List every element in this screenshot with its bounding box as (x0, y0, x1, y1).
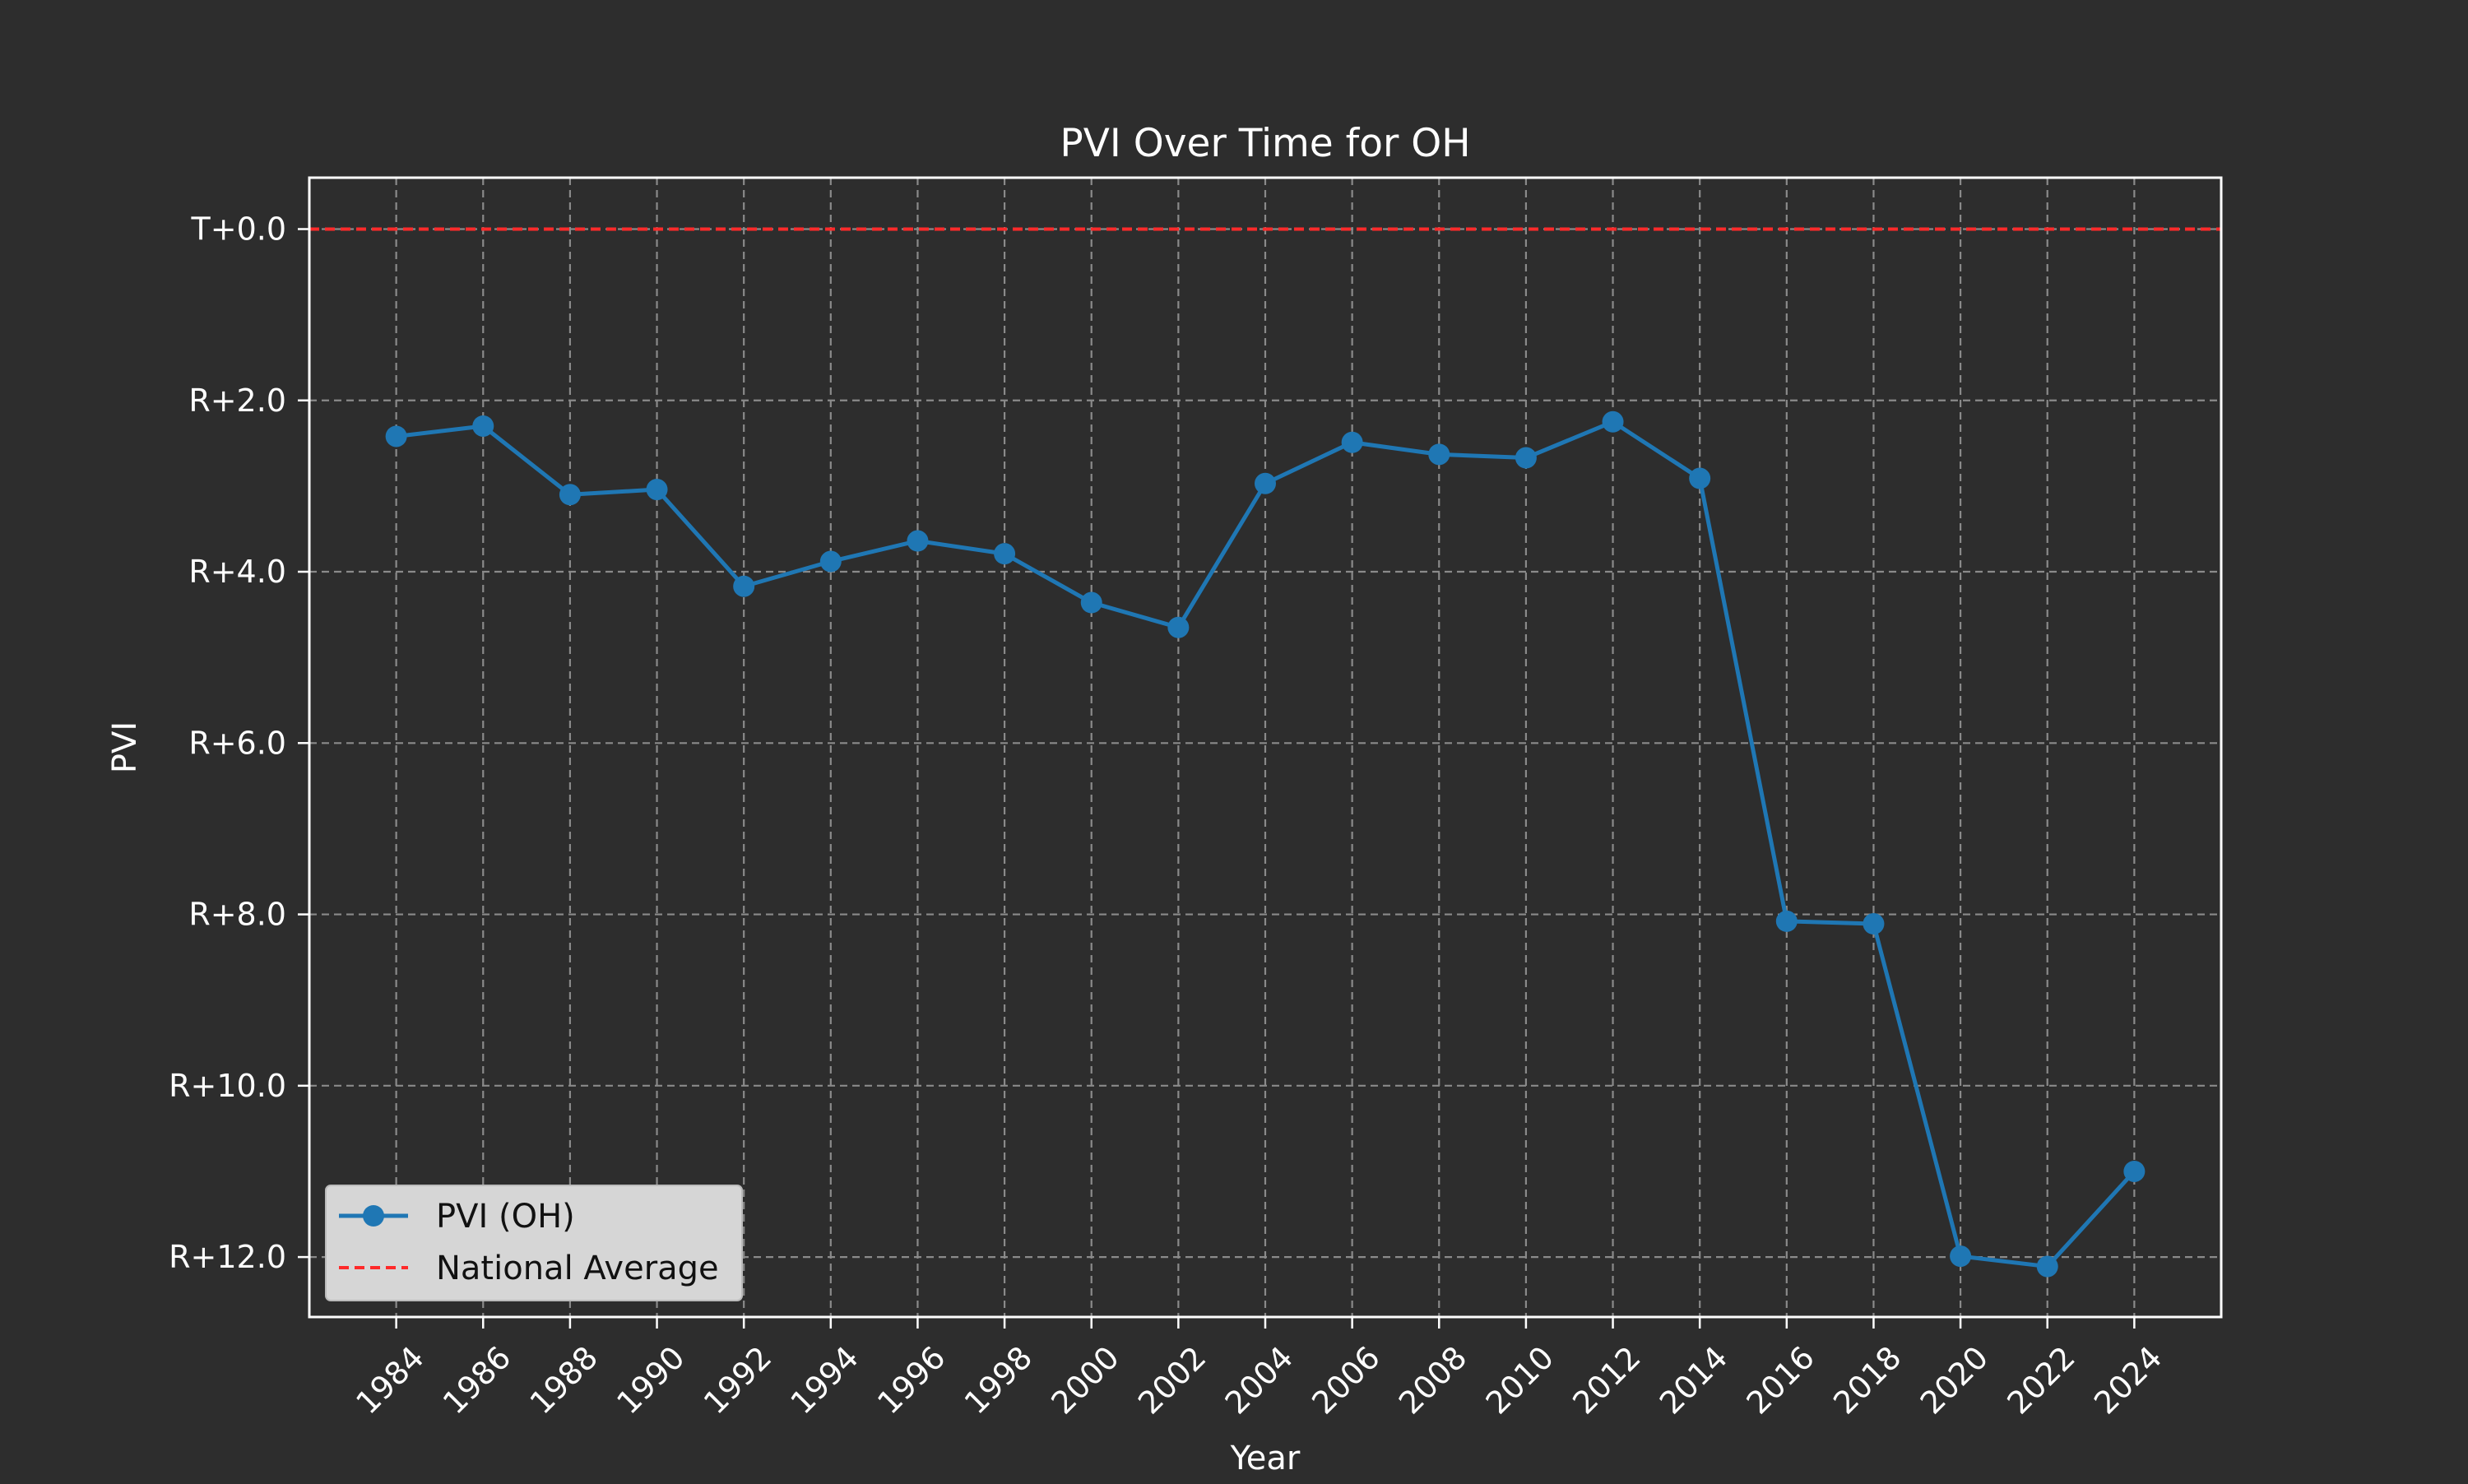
y-tick-label: R+10.0 (169, 1068, 286, 1104)
pvi-data-point (1689, 467, 1711, 489)
pvi-data-point (472, 415, 494, 437)
y-tick-label: R+4.0 (188, 554, 286, 590)
pvi-data-point (1255, 472, 1276, 494)
pvi-data-point (559, 484, 581, 506)
pvi-data-point (646, 479, 668, 501)
y-axis-title: PVI (106, 721, 144, 773)
x-tick-label: 2018 (1826, 1339, 1909, 1421)
x-tick-label: 1992 (697, 1339, 779, 1421)
pvi-data-point (1515, 447, 1537, 469)
x-tick-label: 1984 (349, 1339, 431, 1421)
x-tick-label: 2008 (1392, 1339, 1474, 1421)
legend-box (325, 1185, 743, 1301)
legend-label-national-average: National Average (436, 1250, 719, 1287)
y-tick-label: R+8.0 (188, 897, 286, 933)
x-tick-label: 2016 (1739, 1339, 1821, 1421)
pvi-data-point (385, 425, 407, 448)
x-tick-label: 2006 (1305, 1339, 1387, 1421)
x-tick-label: 2014 (1653, 1339, 1735, 1421)
x-tick-label: 2020 (1914, 1339, 1996, 1421)
y-tick-label: T+0.0 (191, 211, 286, 247)
x-tick-label: 2012 (1566, 1339, 1648, 1421)
pvi-data-point (819, 550, 842, 573)
x-tick-label: 1990 (610, 1339, 692, 1421)
pvi-data-point (1341, 431, 1363, 453)
pvi-data-point (1167, 616, 1190, 638)
pvi-data-point (1602, 410, 1624, 433)
y-tick-label: R+2.0 (188, 383, 286, 419)
pvi-data-point (2036, 1255, 2058, 1278)
pvi-data-point (733, 575, 755, 597)
x-tick-label: 1986 (436, 1339, 518, 1421)
y-axis-ticks: T+0.0 R+2.0 R+4.0 R+6.0 R+8.0 R+10.0 R+12.0 (169, 211, 309, 1275)
pvi-data-point (1080, 591, 1102, 614)
pvi-data-point (1950, 1245, 1972, 1268)
legend-label-pvi: PVI (OH) (436, 1198, 575, 1236)
x-tick-label: 1994 (783, 1339, 865, 1421)
x-axis-ticks: 1984 1986 1988 1990 1992 1994 1996 1998 2000 2002… (349, 1317, 2169, 1421)
x-tick-label: 2024 (2087, 1339, 2169, 1421)
legend: PVI (OH) National Average (325, 1185, 743, 1301)
x-tick-label: 1988 (523, 1339, 605, 1421)
x-axis-title: Year (1230, 1440, 1301, 1477)
x-tick-label: 2004 (1218, 1339, 1301, 1421)
series-layer (385, 410, 2146, 1278)
pvi-data-point (994, 543, 1016, 565)
y-tick-label: R+6.0 (188, 725, 286, 761)
x-tick-label: 1998 (958, 1339, 1040, 1421)
x-grid-lines (395, 178, 2136, 1317)
x-tick-label: 2010 (1479, 1339, 1561, 1421)
y-tick-label: R+12.0 (169, 1239, 286, 1275)
pvi-data-point (2123, 1160, 2146, 1182)
pvi-data-point (1775, 910, 1798, 932)
pvi-data-point (907, 530, 929, 552)
x-tick-label: 2002 (1131, 1339, 1213, 1421)
x-tick-label: 2000 (1044, 1339, 1126, 1421)
pvi-data-point (1863, 913, 1885, 935)
x-tick-label: 1996 (870, 1339, 953, 1421)
y-grid-lines (309, 228, 2221, 1259)
x-tick-label: 2022 (2000, 1339, 2082, 1421)
pvi-data-point (1428, 443, 1450, 466)
legend-swatch-pvi-marker (363, 1205, 384, 1227)
chart-title: PVI Over Time for OH (1060, 121, 1470, 166)
